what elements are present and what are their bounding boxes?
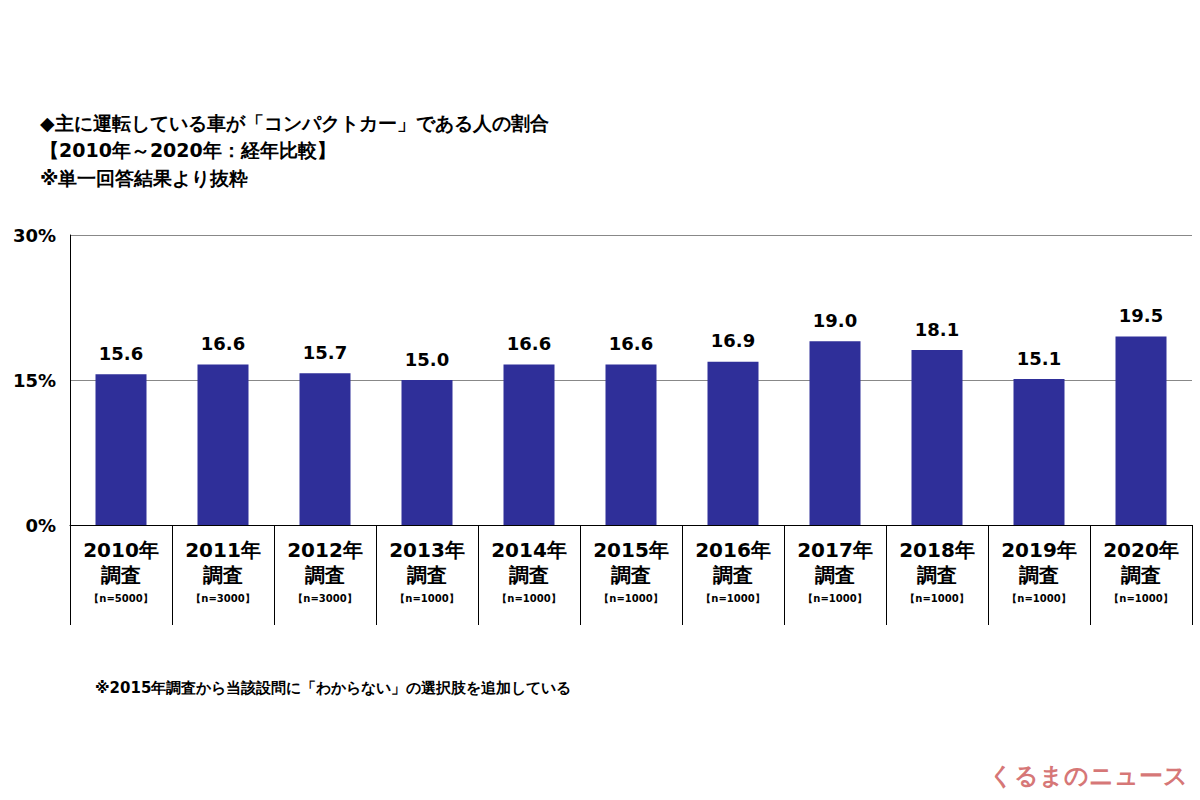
svg-text:くるまのニュース: くるまのニュース — [989, 762, 1188, 790]
svg-text:2011年: 2011年 — [185, 538, 261, 562]
svg-text:【n=1000】: 【n=1000】 — [497, 593, 560, 604]
svg-text:2019年: 2019年 — [1001, 538, 1077, 562]
svg-text:【n=1000】: 【n=1000】 — [1007, 593, 1070, 604]
svg-text:16.6: 16.6 — [609, 333, 653, 354]
svg-text:調査: 調査 — [917, 563, 957, 587]
svg-text:【n=1000】: 【n=1000】 — [701, 593, 764, 604]
svg-text:2013年: 2013年 — [389, 538, 465, 562]
svg-text:2018年: 2018年 — [899, 538, 975, 562]
svg-text:※2015年調査から当該設問に「わからない」の選択肢を追加し: ※2015年調査から当該設問に「わからない」の選択肢を追加している — [95, 679, 571, 697]
svg-text:※単一回答結果より抜粋: ※単一回答結果より抜粋 — [40, 167, 248, 189]
svg-text:19.0: 19.0 — [813, 310, 857, 331]
svg-text:2014年: 2014年 — [491, 538, 567, 562]
svg-text:15.1: 15.1 — [1017, 348, 1061, 369]
svg-text:調査: 調査 — [815, 563, 855, 587]
svg-text:調査: 調査 — [611, 563, 651, 587]
svg-text:16.9: 16.9 — [711, 330, 755, 351]
svg-text:2010年: 2010年 — [83, 538, 159, 562]
svg-text:【n=1000】: 【n=1000】 — [803, 593, 866, 604]
svg-text:調査: 調査 — [713, 563, 753, 587]
svg-text:◆主に運転している車が「コンパクトカー」である人の割合: ◆主に運転している車が「コンパクトカー」である人の割合 — [40, 112, 549, 134]
svg-text:調査: 調査 — [407, 563, 447, 587]
svg-text:15%: 15% — [13, 370, 56, 391]
svg-text:15.6: 15.6 — [99, 343, 143, 364]
svg-text:30%: 30% — [13, 225, 56, 246]
svg-text:16.6: 16.6 — [507, 333, 551, 354]
svg-text:15.0: 15.0 — [405, 349, 449, 370]
svg-text:【2010年～2020年：経年比較】: 【2010年～2020年：経年比較】 — [40, 139, 336, 161]
svg-text:2016年: 2016年 — [695, 538, 771, 562]
svg-text:【n=3000】: 【n=3000】 — [191, 593, 254, 604]
svg-text:2017年: 2017年 — [797, 538, 873, 562]
svg-text:【n=1000】: 【n=1000】 — [905, 593, 968, 604]
svg-text:【n=5000】: 【n=5000】 — [89, 593, 152, 604]
svg-text:18.1: 18.1 — [915, 319, 959, 340]
svg-text:2020年: 2020年 — [1103, 538, 1179, 562]
svg-text:【n=1000】: 【n=1000】 — [599, 593, 662, 604]
svg-text:2015年: 2015年 — [593, 538, 669, 562]
svg-text:16.6: 16.6 — [201, 333, 245, 354]
svg-text:調査: 調査 — [1019, 563, 1059, 587]
svg-text:2012年: 2012年 — [287, 538, 363, 562]
svg-text:【n=1000】: 【n=1000】 — [395, 593, 458, 604]
svg-text:19.5: 19.5 — [1119, 305, 1163, 326]
svg-text:15.7: 15.7 — [303, 342, 347, 363]
svg-text:調査: 調査 — [509, 563, 549, 587]
svg-text:調査: 調査 — [1121, 563, 1161, 587]
svg-text:【n=3000】: 【n=3000】 — [293, 593, 356, 604]
svg-text:0%: 0% — [25, 515, 56, 536]
svg-text:【n=1000】: 【n=1000】 — [1109, 593, 1172, 604]
svg-text:調査: 調査 — [203, 563, 243, 587]
svg-text:調査: 調査 — [305, 563, 345, 587]
svg-text:調査: 調査 — [101, 563, 141, 587]
